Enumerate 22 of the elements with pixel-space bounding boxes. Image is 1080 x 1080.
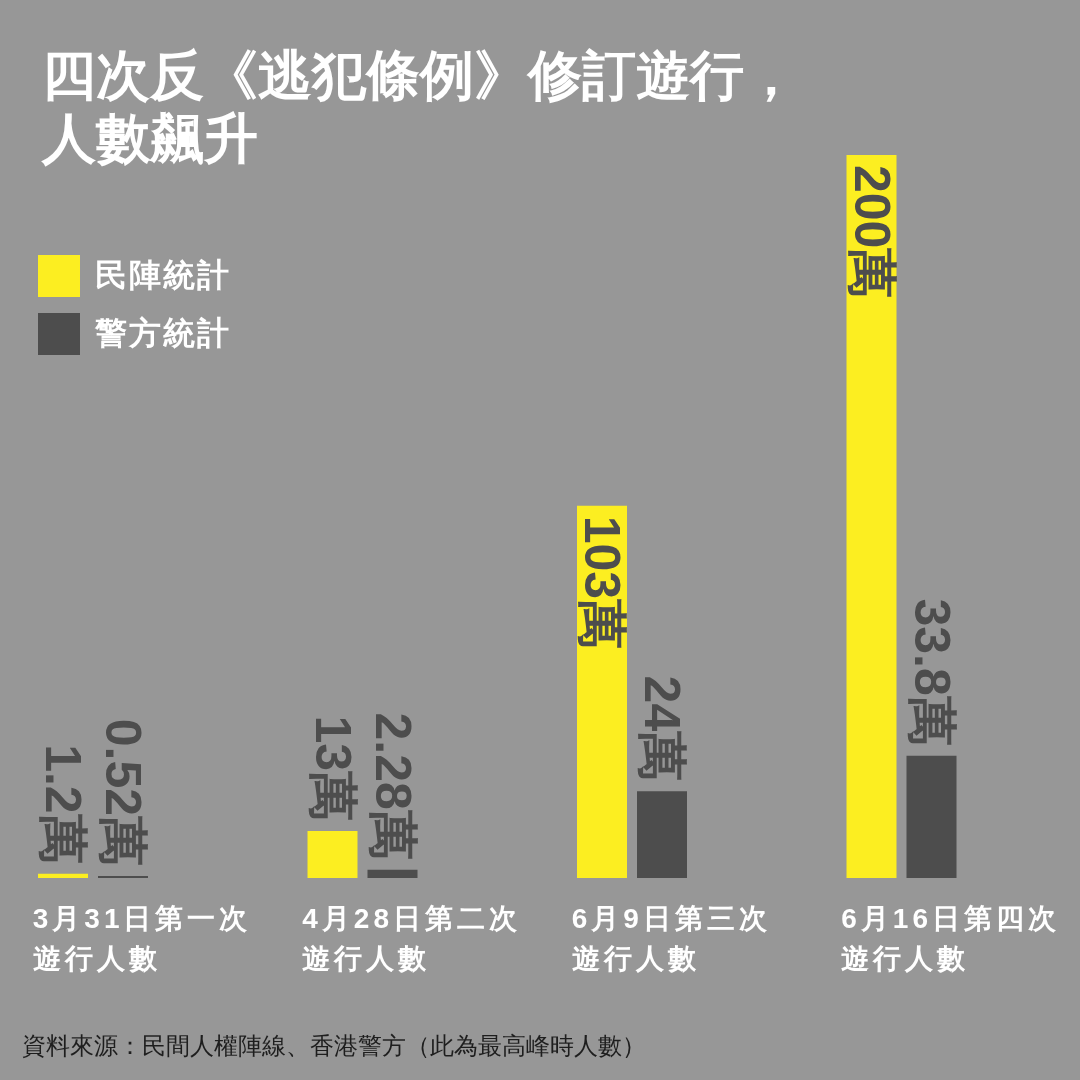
bar [846,155,897,878]
bar [307,831,358,878]
bar [38,873,88,878]
data-label: 0.52萬 [95,718,151,867]
data-label: 200萬 [843,165,900,299]
x-tick-label: 6月9日第三次遊行人數 [571,903,771,974]
data-label: 1.2萬 [35,744,91,864]
bar [637,791,687,878]
data-label: 24萬 [634,675,690,782]
x-tick-label: 4月28日第二次遊行人數 [302,903,521,974]
legend-label: 民陣統計 [95,256,231,295]
data-label: 33.8萬 [903,598,960,746]
data-label: 13萬 [304,715,361,822]
x-tick-label: 3月31日第一次遊行人數 [32,903,252,974]
data-label: 2.28萬 [364,712,421,860]
source-note: 資料來源：民間人權陣線、香港警方（此為最高峰時人數） [22,1031,646,1061]
x-tick-label: 6月16日第四次遊行人數 [841,903,1060,974]
bar [906,755,957,878]
data-label: 103萬 [574,515,630,650]
chart-title: 四次反《逃犯條例》修訂遊行，人數飆升 [42,43,799,170]
legend-label: 警方統計 [95,314,231,353]
bar [367,869,418,878]
